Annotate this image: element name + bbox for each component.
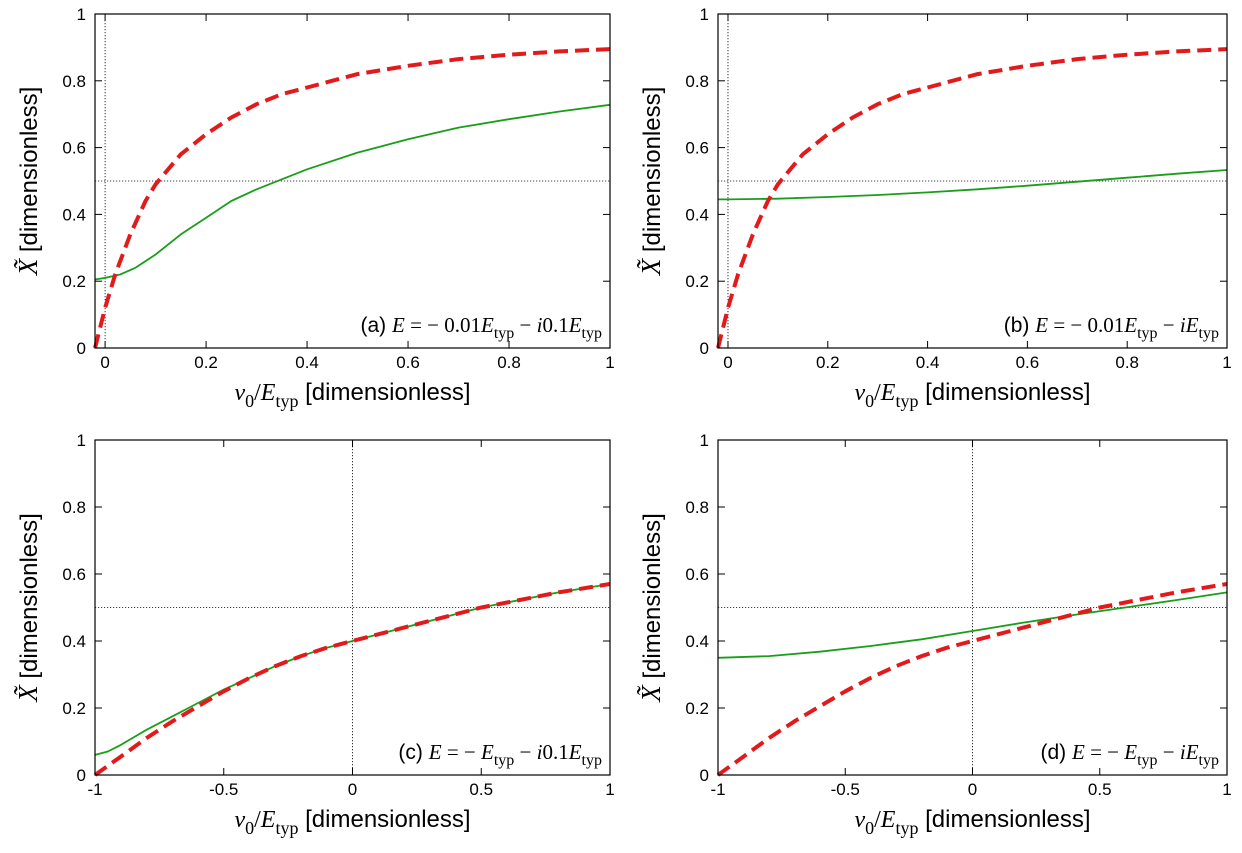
x-tick-label: 0.4 [916,353,940,372]
x-tick-label: 0 [723,353,732,372]
series-line-red-dashed [93,47,611,349]
y-tick-label: 1 [77,5,86,24]
panel-annotation: (a) E = − 0.01Etyp​ − i0.1Etyp​ [360,313,602,342]
panel-annotation: (b) E = − 0.01Etyp​ − iEtyp​ [1004,313,1219,342]
series-line-red-dashed [93,582,611,777]
y-axis-label: X̃ [dimensionless] [636,513,666,703]
panel-d: -1 -0.5 0 0.5 1 0 0.2 0.4 0.6 0.8 1 ν0​/Etyp​ [dime… [636,431,1232,838]
y-tick-label: 0 [700,766,709,785]
panel-annotation: (c) E = − Etyp​ − i0.1Etyp​ [398,740,602,769]
y-tick-label: 0.2 [685,272,709,291]
x-tick-label: -0.5 [209,780,238,799]
y-tick-label: 0.4 [62,205,86,224]
series-line-red-dashed [716,47,1228,349]
y-tick-label: 0.8 [685,72,709,91]
y-tick-label: 0.6 [685,139,709,158]
panel-a: 0 0.2 0.4 0.6 0.8 1 0 0.2 0.4 0.6 0.8 1 ν0​/Etyp​ [d… [13,5,615,411]
x-tick-label: 0.6 [396,353,420,372]
y-tick-label: 0 [77,339,86,358]
x-tick-label: 0 [100,353,109,372]
x-tick-label: 1 [605,353,614,372]
y-tick-label: 0.8 [685,498,709,517]
y-tick-label: 0.2 [62,699,86,718]
x-tick-label: 1 [605,780,614,799]
series-line-green-solid [717,591,1228,659]
y-axis-label: X̃ [dimensionless] [13,513,43,703]
y-tick-label: 0.6 [685,565,709,584]
x-tick-label: 0.5 [1088,780,1112,799]
x-tick-label: 0 [348,780,357,799]
x-tick-label: 0.2 [816,353,840,372]
x-tick-label: 1 [1222,780,1231,799]
x-tick-label: -1 [710,780,725,799]
x-tick-label: 1 [1222,353,1231,372]
y-tick-label: 0.4 [62,632,86,651]
y-tick-label: 0.2 [685,699,709,718]
x-tick-label: 0.8 [497,353,521,372]
x-axis-label: ν0​/Etyp​ [dimensionless] [854,806,1090,838]
series-line-green-solid [94,583,611,756]
x-axis-label: ν0​/Etyp​ [dimensionless] [234,806,470,838]
y-tick-label: 0.6 [62,139,86,158]
series-line-green-solid [718,169,1228,201]
x-tick-label: 0 [968,780,977,799]
x-tick-label: -1 [87,780,102,799]
x-tick-label: 0.6 [1016,353,1040,372]
x-tick-label: 0.4 [295,353,319,372]
y-tick-label: 1 [700,5,709,24]
x-axis-label: ν0​/Etyp​ [dimensionless] [234,379,470,411]
y-tick-label: 0.4 [685,632,709,651]
plot-frame [717,13,1228,349]
y-tick-label: 1 [77,431,86,450]
y-tick-label: 0 [77,766,86,785]
x-tick-label: 0.2 [194,353,218,372]
y-tick-label: 0.2 [62,272,86,291]
x-axis-label: ν0​/Etyp​ [dimensionless] [854,379,1090,411]
y-tick-label: 0.8 [62,498,86,517]
y-axis-label: X̃ [dimensionless] [636,87,666,277]
panel-c: -1 -0.5 0 0.5 1 0 0.2 0.4 0.6 0.8 1 ν0​/Etyp​ [dime… [13,431,615,838]
y-tick-label: 0 [700,339,709,358]
y-tick-label: 1 [700,431,709,450]
plot-frame [94,439,611,776]
panel-b: 0 0.2 0.4 0.6 0.8 1 0 0.2 0.4 0.6 0.8 1 ν0​/Etyp​ [d… [636,5,1232,411]
x-tick-label: 0.8 [1115,353,1139,372]
series-line-green-solid [94,103,611,281]
panel-annotation: (d) E = − Etyp​ − iEtyp​ [1040,740,1219,769]
y-axis-label: X̃ [dimensionless] [13,87,43,277]
series-line-red-dashed [716,582,1228,777]
y-tick-label: 0.6 [62,565,86,584]
x-tick-label: 0.5 [469,780,493,799]
y-tick-label: 0.4 [685,205,709,224]
y-tick-label: 0.8 [62,72,86,91]
plot-frame [94,13,611,349]
x-tick-label: -0.5 [831,780,860,799]
